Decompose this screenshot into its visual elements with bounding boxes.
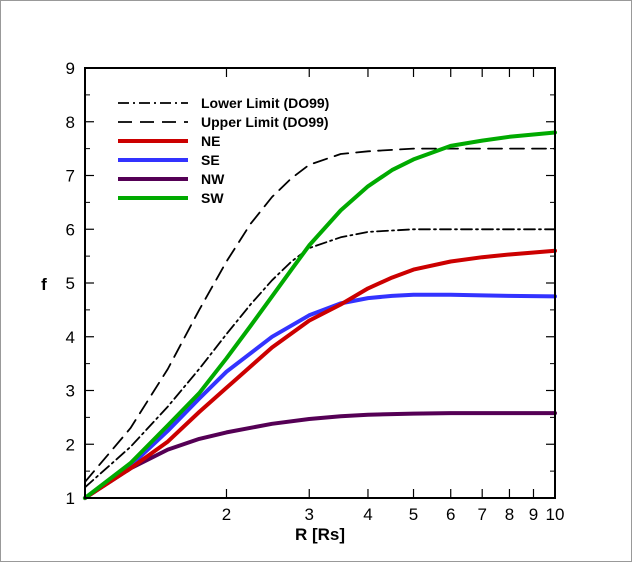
series-line-upper-limit-do99 [84, 147, 556, 483]
y-tick-label: 8 [66, 113, 75, 132]
axis-ticks [85, 67, 556, 499]
legend-label: NW [201, 171, 225, 187]
x-tick-label: 3 [305, 505, 314, 524]
x-tick-label: 5 [409, 505, 418, 524]
x-tick-label: 8 [505, 505, 514, 524]
legend-label: Lower Limit (DO99) [201, 95, 329, 111]
y-tick-label: 2 [66, 435, 75, 454]
y-tick-label: 7 [66, 167, 75, 186]
series-line-nw [83, 411, 557, 500]
x-axis-title: R [Rs] [295, 525, 345, 544]
legend-label: Upper Limit (DO99) [201, 114, 329, 130]
y-tick-label: 6 [66, 220, 75, 239]
legend-label: NE [201, 133, 220, 149]
x-tick-label: 6 [446, 505, 455, 524]
series-line-ne [83, 248, 557, 500]
y-tick-label: 9 [66, 59, 75, 78]
plot-area [84, 67, 556, 499]
x-tick-label: 7 [477, 505, 486, 524]
y-tick-label: 1 [66, 489, 75, 508]
y-axis-title: f [41, 275, 47, 294]
series-line-sw [83, 130, 557, 500]
y-tick-label: 3 [66, 382, 75, 401]
series-line-se [83, 292, 557, 500]
x-tick-label: 10 [546, 505, 565, 524]
y-tick-label: 4 [66, 328, 75, 347]
y-tick-label: 5 [66, 274, 75, 293]
legend-label: SW [201, 190, 224, 206]
legend-label: SE [201, 152, 220, 168]
legend: Lower Limit (DO99) Upper Limit (DO99) NE SE… [118, 95, 329, 206]
series-lines [83, 130, 557, 500]
x-tick-label: 4 [363, 505, 372, 524]
x-tick-label: 2 [222, 505, 231, 524]
x-tick-label: 9 [529, 505, 538, 524]
